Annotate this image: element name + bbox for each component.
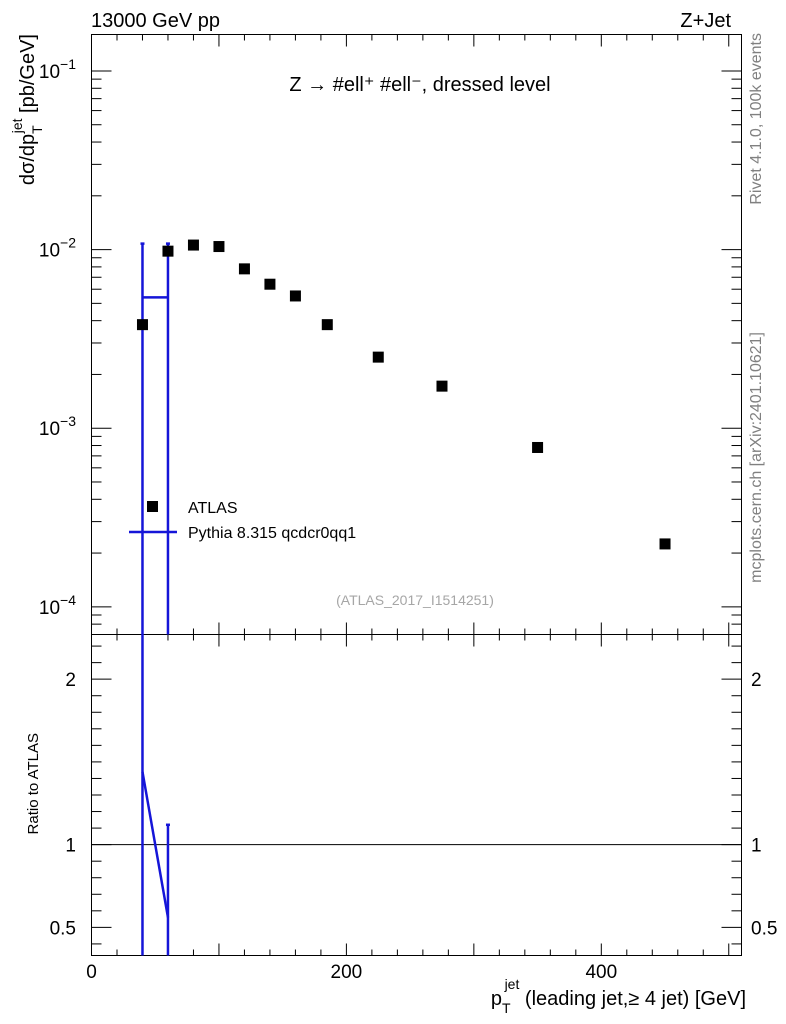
legend-label-atlas: ATLAS bbox=[188, 500, 238, 517]
ratio-y-axis: 0.5 0.5 1 1 2 2 bbox=[50, 645, 777, 945]
data-point bbox=[162, 245, 174, 257]
mcplots-label: mcplots.cern.ch [arXiv:2401.10621] bbox=[748, 332, 765, 583]
ratio-y-tick-label-right: 0.5 bbox=[751, 918, 777, 939]
data-point bbox=[136, 319, 148, 331]
legend-label-pythia: Pythia 8.315 qcdcr0qq1 bbox=[188, 525, 356, 542]
x-axis: 0 200 400 bbox=[86, 34, 730, 983]
ratio-mc-line bbox=[141, 771, 170, 918]
header-process-label: Z+Jet bbox=[680, 10, 731, 32]
mc-series bbox=[140, 242, 170, 635]
main-y-tick-label: 10−2 bbox=[39, 235, 76, 262]
ratio-y-tick-label-left: 0.5 bbox=[50, 918, 76, 939]
main-panel-frame bbox=[91, 34, 742, 635]
ratio-series bbox=[141, 634, 170, 956]
data-point bbox=[372, 351, 384, 363]
data-point bbox=[659, 538, 671, 550]
ratio-panel-frame bbox=[91, 634, 742, 956]
main-y-axis-label: dσ/dpTjet [pb/GeV] bbox=[9, 34, 45, 185]
data-point bbox=[321, 319, 333, 331]
header-energy-label: 13000 GeV pp bbox=[91, 10, 220, 32]
x-axis-label: pTjet (leading jet,≥ 4 jet) [GeV] bbox=[491, 976, 746, 1016]
ratio-y-tick-label-left: 2 bbox=[65, 670, 76, 691]
ratio-y-tick-label-right: 2 bbox=[751, 670, 762, 691]
main-y-tick-label: 10−1 bbox=[39, 56, 76, 83]
ratio-y-tick-label-left: 1 bbox=[65, 836, 76, 857]
data-point bbox=[187, 239, 199, 251]
analysis-id-label: (ATLAS_2017_I1514251) bbox=[336, 592, 494, 608]
x-tick-label: 200 bbox=[331, 962, 363, 983]
data-point bbox=[289, 290, 301, 302]
plot-title: Z → #ell⁺ #ell⁻, dressed level bbox=[289, 74, 550, 96]
x-tick-label: 400 bbox=[585, 962, 617, 983]
ratio-y-tick-label-right: 1 bbox=[751, 836, 762, 857]
data-point bbox=[532, 441, 544, 453]
rivet-version-label: Rivet 4.1.0, 100k events bbox=[748, 33, 765, 205]
ratio-y-axis-label: Ratio to ATLAS bbox=[25, 733, 42, 834]
data-point bbox=[213, 241, 225, 253]
legend-marker-atlas bbox=[147, 501, 158, 512]
data-point bbox=[436, 380, 448, 392]
data-series bbox=[136, 239, 671, 550]
x-tick-label: 0 bbox=[86, 962, 97, 983]
data-point bbox=[264, 278, 276, 290]
main-y-tick-label: 10−4 bbox=[39, 592, 76, 619]
data-point bbox=[238, 263, 250, 275]
main-y-tick-label: 10−3 bbox=[39, 413, 76, 440]
legend: ATLAS Pythia 8.315 qcdcr0qq1 bbox=[129, 500, 356, 542]
main-y-axis: 10−1 10−2 10−3 10−4 bbox=[39, 56, 742, 635]
